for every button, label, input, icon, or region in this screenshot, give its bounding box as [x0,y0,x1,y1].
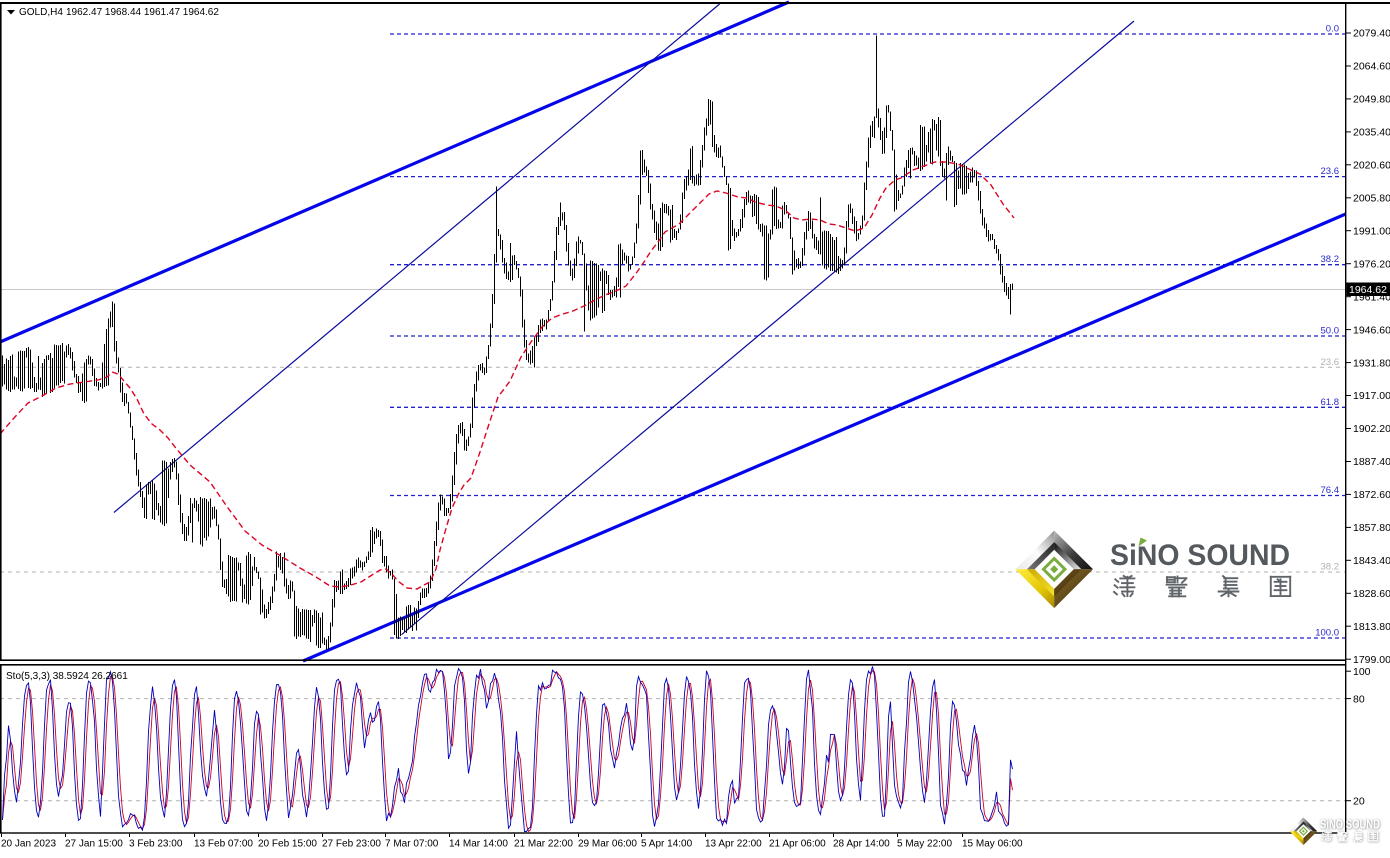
svg-text:2064.60: 2064.60 [1353,61,1390,73]
svg-text:0.0: 0.0 [1326,24,1339,35]
svg-text:1917.00: 1917.00 [1353,390,1390,402]
svg-text:21 Mar 22:00: 21 Mar 22:00 [514,839,573,850]
svg-text:2035.40: 2035.40 [1353,127,1390,139]
svg-text:1887.40: 1887.40 [1353,456,1390,468]
svg-text:1857.80: 1857.80 [1353,522,1390,534]
svg-text:2020.60: 2020.60 [1353,160,1390,172]
svg-text:2049.80: 2049.80 [1353,94,1390,106]
svg-text:27 Feb 23:00: 27 Feb 23:00 [322,839,381,850]
svg-text:13 Apr 22:00: 13 Apr 22:00 [705,839,762,850]
svg-text:80: 80 [1353,693,1365,705]
svg-text:27 Jan 15:00: 27 Jan 15:00 [65,839,123,850]
svg-text:29 Mar 06:00: 29 Mar 06:00 [578,839,637,850]
svg-text:38.2: 38.2 [1321,254,1340,265]
svg-text:1946.60: 1946.60 [1353,324,1390,336]
svg-text:1872.60: 1872.60 [1353,489,1390,501]
svg-text:20 Jan 2023: 20 Jan 2023 [1,839,56,850]
svg-text:13 Feb 07:00: 13 Feb 07:00 [194,839,253,850]
svg-text:2079.40: 2079.40 [1353,28,1390,40]
svg-text:1828.60: 1828.60 [1353,588,1390,600]
svg-text:38.2: 38.2 [1321,562,1340,573]
svg-text:23.6: 23.6 [1321,357,1340,368]
svg-text:1991.00: 1991.00 [1353,225,1390,237]
svg-text:Sto(5,3,3) 38.5924 26.2661: Sto(5,3,3) 38.5924 26.2661 [6,671,128,682]
svg-text:5 Apr 14:00: 5 Apr 14:00 [641,839,693,850]
svg-text:5 May 22:00: 5 May 22:00 [897,839,952,850]
svg-text:1964.62: 1964.62 [1349,284,1387,296]
svg-text:50.0: 50.0 [1321,326,1340,337]
svg-text:GOLD,H4: GOLD,H4 [19,7,63,18]
svg-text:1976.20: 1976.20 [1353,258,1390,270]
svg-text:2005.80: 2005.80 [1353,193,1390,205]
svg-text:1843.40: 1843.40 [1353,555,1390,567]
svg-text:28 Apr 14:00: 28 Apr 14:00 [833,839,890,850]
svg-text:SiNO SOUND: SiNO SOUND [1320,818,1380,832]
svg-text:1799.00: 1799.00 [1353,654,1390,666]
svg-text:7 Mar 07:00: 7 Mar 07:00 [385,839,439,850]
svg-text:1962.47 1968.44 1961.47 1964.6: 1962.47 1968.44 1961.47 1964.62 [66,7,219,18]
svg-text:76.4: 76.4 [1321,485,1340,496]
svg-text:100.0: 100.0 [1315,628,1339,639]
svg-text:3 Feb 23:00: 3 Feb 23:00 [129,839,183,850]
svg-text:SiNO SOUND: SiNO SOUND [1110,539,1290,572]
svg-text:1931.80: 1931.80 [1353,357,1390,369]
svg-text:20 Feb 15:00: 20 Feb 15:00 [258,839,317,850]
svg-text:23.6: 23.6 [1321,166,1340,177]
svg-text:21 Apr 06:00: 21 Apr 06:00 [769,839,826,850]
svg-text:15 May 06:00: 15 May 06:00 [962,839,1023,850]
svg-text:61.8: 61.8 [1321,397,1340,408]
svg-text:1813.80: 1813.80 [1353,621,1390,633]
svg-text:14 Mar 14:00: 14 Mar 14:00 [449,839,508,850]
svg-text:20: 20 [1353,795,1365,807]
svg-text:100: 100 [1353,666,1371,678]
svg-text:1902.20: 1902.20 [1353,423,1390,435]
